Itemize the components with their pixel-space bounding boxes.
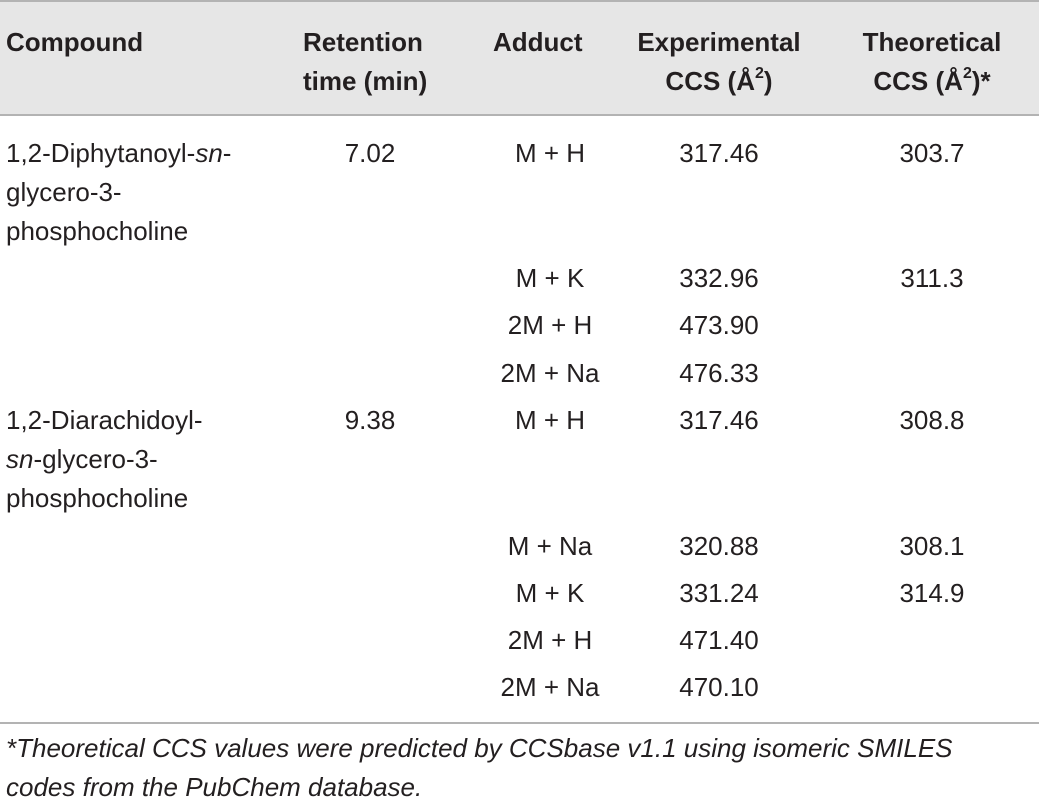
experimental-ccs-cell: 471.40	[679, 625, 759, 655]
header-retention-line2: time (min)	[303, 66, 428, 96]
experimental-ccs-cell: 317.46	[679, 138, 759, 168]
adduct-cell: M + H	[514, 138, 586, 168]
experimental-ccs-cell: 317.46	[679, 405, 759, 435]
adduct-cell: M + K	[515, 263, 585, 293]
retention-time-value: 7.02	[344, 138, 396, 168]
experimental-ccs-cell: 332.96	[679, 263, 759, 293]
compound-name-line3: phosphocholine	[6, 483, 189, 513]
header-theoretical-ccs: Theoretical CCS (Å2)*	[852, 23, 1012, 101]
compound-name-line1-prefix: 1,2-Diphytanoyl-	[6, 138, 196, 168]
compound-name-line1-italic: sn	[195, 138, 223, 168]
header-theoretical-sup: 2	[962, 65, 972, 83]
compound-name-line1: 1,2-Diarachidoyl-	[6, 405, 203, 435]
experimental-ccs-cell: 320.88	[679, 531, 759, 561]
header-experimental-sup: 2	[754, 65, 764, 83]
header-retention-line1: Retention	[303, 27, 423, 57]
compound-name: 1,2-Diarachidoyl- sn-glycero-3- phosphoc…	[6, 401, 276, 518]
header-theoretical-suffix: )*	[971, 66, 991, 96]
adduct-cell: 2M + H	[507, 625, 593, 655]
header-experimental-line1: Experimental	[637, 27, 801, 57]
compound-name-line2: glycero-3-	[6, 177, 122, 207]
compound-name-line2-suffix: -glycero-3-	[33, 444, 158, 474]
theoretical-ccs-cell: 311.3	[900, 263, 964, 293]
retention-time-value: 9.38	[344, 405, 396, 435]
table-footnote: *Theoretical CCS values were predicted b…	[6, 729, 1036, 807]
header-theoretical-line1: Theoretical	[862, 27, 1002, 57]
adduct-cell: 2M + Na	[500, 672, 600, 702]
header-adduct: Adduct	[493, 27, 583, 57]
theoretical-ccs-cell: 303.7	[899, 138, 965, 168]
theoretical-ccs-cell: 314.9	[899, 578, 965, 608]
theoretical-ccs-cell: 308.8	[899, 405, 965, 435]
adduct-cell: M + Na	[507, 531, 593, 561]
header-experimental-suffix: )	[763, 66, 773, 96]
table-header: Compound Retention time (min) Adduct Exp…	[0, 0, 1039, 116]
adduct-cell: 2M + Na	[500, 358, 600, 388]
adduct-cell: 2M + H	[507, 310, 593, 340]
footnote-line1: *Theoretical CCS values were predicted b…	[6, 733, 953, 763]
experimental-ccs-cell: 470.10	[679, 672, 759, 702]
header-experimental-prefix: CCS (Å	[665, 66, 755, 96]
adduct-cell: M + H	[514, 405, 586, 435]
header-retention-time: Retention time (min)	[303, 23, 427, 101]
compound-name-line3: phosphocholine	[6, 216, 189, 246]
theoretical-ccs-cell: 308.1	[899, 531, 965, 561]
compound-name-line2-italic: sn	[6, 444, 34, 474]
header-compound: Compound	[6, 27, 144, 57]
compound-name: 1,2-Diphytanoyl-sn- glycero-3- phosphoch…	[6, 134, 276, 251]
experimental-ccs-cell: 331.24	[679, 578, 759, 608]
footnote-line2: codes from the PubChem database.	[6, 772, 423, 802]
adduct-cell: M + K	[515, 578, 585, 608]
header-experimental-ccs: Experimental CCS (Å2)	[628, 23, 810, 101]
header-theoretical-prefix: CCS (Å	[873, 66, 963, 96]
table-bottom-rule	[0, 722, 1039, 724]
compound-name-line1-suffix: -	[222, 138, 232, 168]
experimental-ccs-cell: 473.90	[679, 310, 759, 340]
experimental-ccs-cell: 476.33	[679, 358, 759, 388]
